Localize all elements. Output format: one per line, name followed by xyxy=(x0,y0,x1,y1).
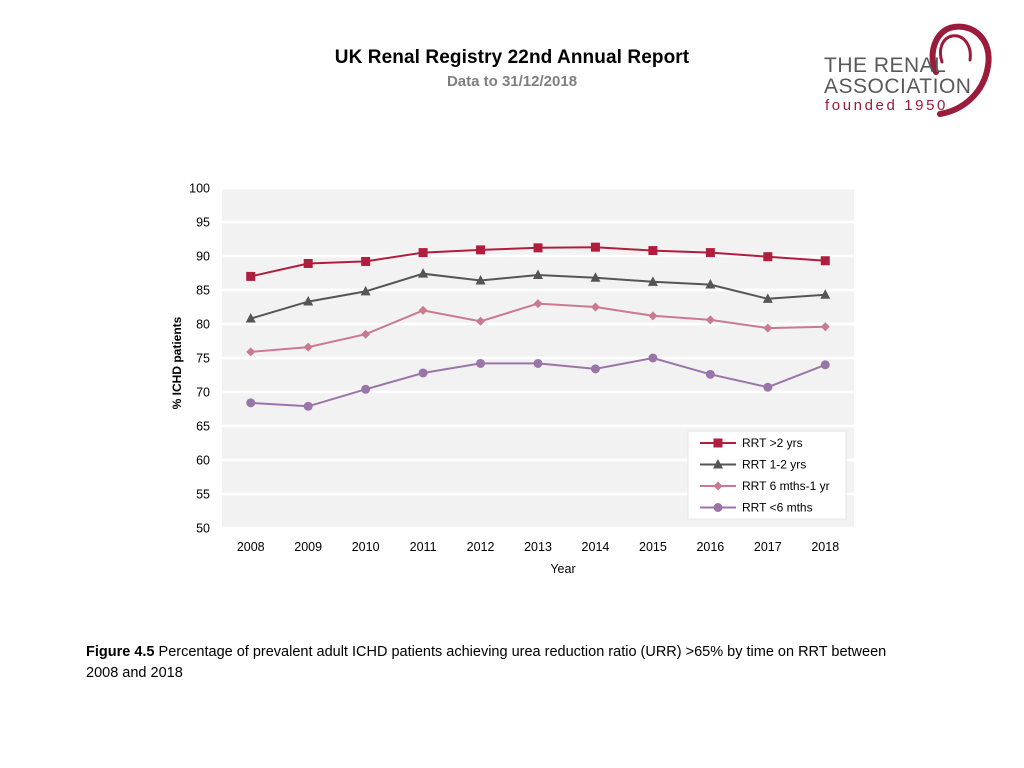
data-point xyxy=(303,296,314,306)
data-point xyxy=(820,360,830,370)
data-point xyxy=(762,293,773,303)
data-point xyxy=(361,329,371,339)
data-point xyxy=(246,271,256,281)
x-tick-label: 2018 xyxy=(811,540,839,554)
legend-label: RRT <6 mths xyxy=(742,501,813,515)
data-point xyxy=(361,256,371,266)
y-tick-label: 75 xyxy=(196,352,210,366)
legend-marker xyxy=(713,503,723,512)
legend-label: RRT 6 mths-1 yr xyxy=(742,479,830,493)
data-point xyxy=(360,285,371,296)
logo-line-3: founded 1950 xyxy=(825,97,948,114)
report-header: UK Renal Registry 22nd Annual Report Dat… xyxy=(0,47,1024,90)
renal-association-logo: THE RENAL ASSOCIATION founded 1950 xyxy=(824,22,994,122)
y-axis-title: % ICHD patients xyxy=(170,316,184,409)
data-point xyxy=(303,401,313,411)
data-point xyxy=(590,302,600,312)
data-point xyxy=(303,342,313,352)
data-point xyxy=(418,268,429,278)
data-point xyxy=(590,364,600,374)
y-tick-label: 55 xyxy=(196,488,210,502)
data-point xyxy=(533,269,543,280)
data-point xyxy=(476,316,486,326)
logo-swirl-icon xyxy=(929,23,992,117)
data-point xyxy=(418,305,428,315)
data-point xyxy=(647,276,658,286)
data-point xyxy=(245,313,256,323)
data-point xyxy=(763,323,773,333)
data-point xyxy=(648,353,658,363)
data-point xyxy=(533,299,543,309)
logo-line-1: THE RENAL xyxy=(824,54,947,77)
data-point xyxy=(763,252,773,262)
report-subtitle: Data to 31/12/2018 xyxy=(446,73,578,90)
y-tick-label: 70 xyxy=(196,386,210,400)
data-point xyxy=(303,258,313,268)
figure-caption-text: Percentage of prevalent adult ICHD patie… xyxy=(86,644,887,681)
logo-line-2: ASSOCIATION xyxy=(824,75,972,98)
data-point xyxy=(763,382,773,392)
x-tick-label: 2011 xyxy=(410,540,437,554)
data-point xyxy=(820,256,830,266)
data-point xyxy=(590,272,601,282)
x-tick-label: 2013 xyxy=(524,540,552,554)
legend-label: RRT >2 yrs xyxy=(742,436,803,450)
figure-label: Figure 4.5 xyxy=(86,644,155,660)
x-tick-label: 2014 xyxy=(582,540,610,554)
y-tick-label: 50 xyxy=(196,522,210,536)
legend-marker xyxy=(713,481,723,491)
data-point xyxy=(475,274,486,285)
legend-marker xyxy=(713,438,723,448)
figure-caption: Figure 4.5 Percentage of prevalent adult… xyxy=(86,642,906,684)
x-tick-label: 2015 xyxy=(639,540,667,554)
y-tick-label: 100 xyxy=(189,182,210,196)
data-point xyxy=(705,315,715,325)
x-tick-label: 2016 xyxy=(696,540,724,554)
data-point xyxy=(246,398,256,408)
data-point xyxy=(476,245,486,255)
data-point xyxy=(361,384,371,394)
x-axis-title: Year xyxy=(550,562,575,576)
urr-line-chart: 50 55 60 65 70 75 80 85 90 95 100 2008 2009 2010 2011 2… xyxy=(170,182,854,576)
data-point xyxy=(705,248,715,258)
data-point xyxy=(705,279,716,289)
x-tick-label: 2010 xyxy=(352,540,380,554)
data-point xyxy=(590,242,600,252)
data-point xyxy=(246,347,256,357)
data-point xyxy=(648,311,658,321)
data-point xyxy=(820,322,830,332)
legend-marker xyxy=(713,459,723,469)
data-point xyxy=(705,369,715,379)
x-tick-label: 2009 xyxy=(294,540,322,554)
x-tick-label: 2017 xyxy=(754,540,782,554)
y-tick-label: 80 xyxy=(196,318,210,332)
data-point xyxy=(418,368,428,378)
data-point xyxy=(533,358,543,368)
report-title: UK Renal Registry 22nd Annual Report xyxy=(334,47,690,68)
x-tick-label: 2008 xyxy=(237,540,265,554)
y-tick-label: 95 xyxy=(196,216,210,230)
data-point xyxy=(820,289,831,299)
y-tick-label: 65 xyxy=(196,420,210,434)
y-tick-label: 60 xyxy=(196,454,210,468)
data-point xyxy=(418,248,428,258)
x-tick-label: 2012 xyxy=(467,540,495,554)
legend-label: RRT 1-2 yrs xyxy=(742,458,806,472)
data-point xyxy=(476,358,486,368)
y-tick-label: 85 xyxy=(196,284,210,298)
y-tick-label: 90 xyxy=(196,250,210,264)
data-point xyxy=(533,243,543,253)
data-point xyxy=(648,246,658,256)
